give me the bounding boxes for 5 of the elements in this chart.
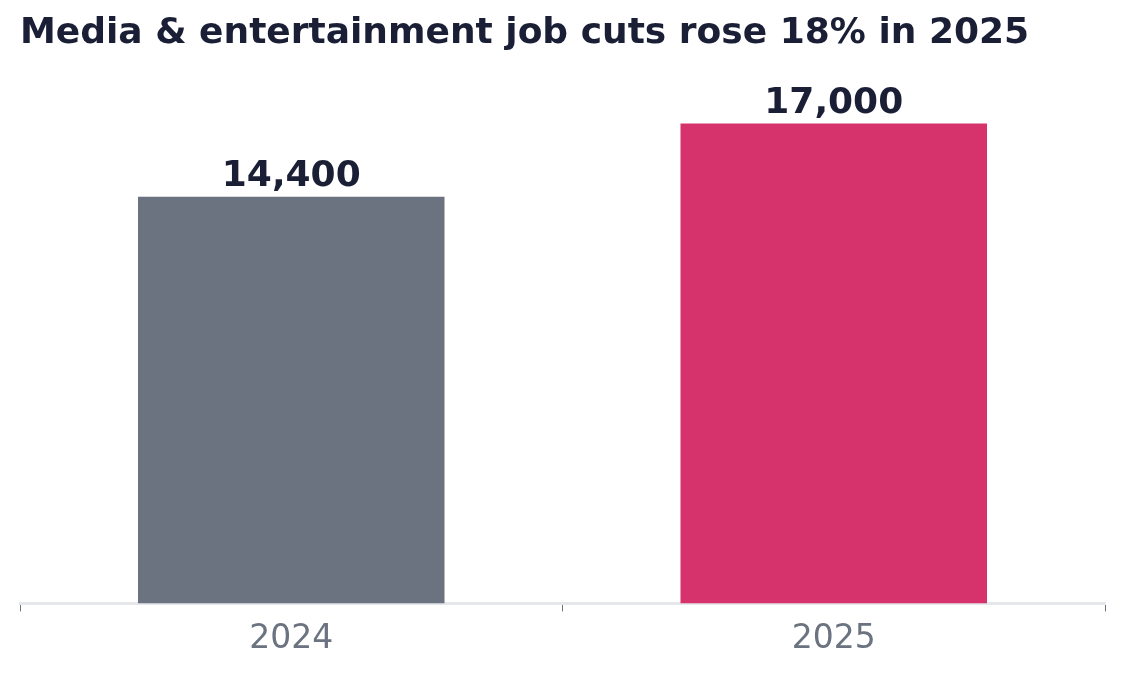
data-label: 14,400 [221, 153, 361, 195]
x-tick-label: 2024 [249, 616, 334, 656]
chart-title: Media & entertainment job cuts rose 18% in 2025 [20, 9, 1030, 51]
data-label: 17,000 [764, 79, 904, 121]
x-tick-label: 2025 [791, 616, 876, 656]
